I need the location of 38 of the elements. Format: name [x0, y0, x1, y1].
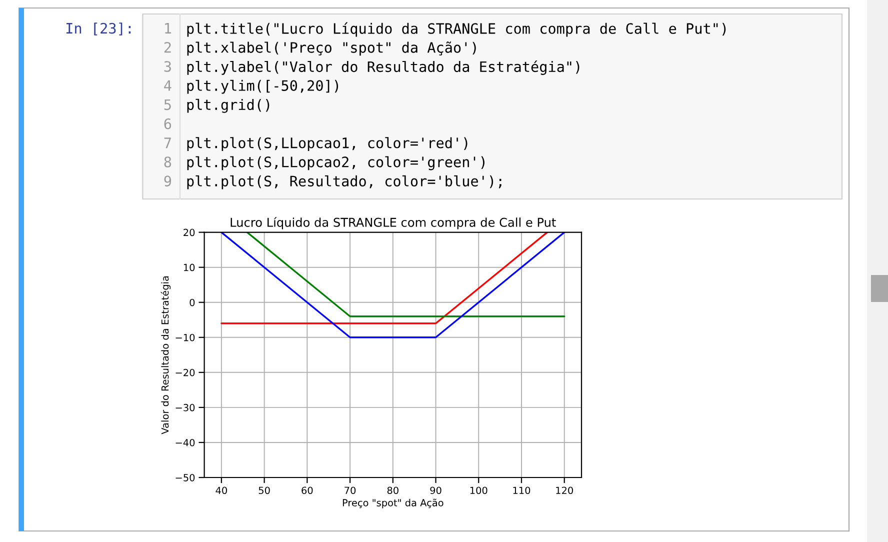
- text: plt.grid(): [187, 98, 270, 113]
- text: plt.ylabel("Valor do Resultado da Estratégia"): [187, 60, 580, 75]
- x-tick-label: 60: [302, 486, 313, 494]
- chart-title: Lucro Líquido da STRANGLE com compra de Call e Put: [230, 217, 556, 230]
- x-tick-label: 70: [344, 486, 356, 494]
- x-tick-label: 100: [470, 486, 488, 494]
- text: 6: [164, 118, 172, 130]
- text: 3: [164, 61, 171, 72]
- x-tick-label: 40: [216, 486, 227, 494]
- x-axis-title: Preço "spot" da Ação: [342, 498, 444, 508]
- x-tick-label: 50: [258, 486, 270, 494]
- text: plt.plot(S,LLopcao2, color='green'): [187, 156, 484, 170]
- text: plt.xlabel('Preço "spot" da Ação'): [187, 42, 476, 56]
- text: 8: [164, 156, 172, 168]
- text: plt.plot(S,LLopcao1, color='red'): [187, 137, 468, 152]
- y-tick-label: −40: [176, 438, 195, 446]
- y-tick-label: −20: [176, 368, 195, 376]
- y-tick-label: 20: [184, 228, 195, 236]
- text: plt.ylim([-50,20]): [187, 80, 338, 94]
- text: 4: [164, 80, 172, 91]
- y-axis-title: Valor do Resultado da Estratégia: [160, 276, 171, 434]
- y-tick-label: −50: [176, 474, 195, 482]
- x-tick-label: 90: [430, 486, 442, 494]
- y-tick-label: −10: [176, 334, 195, 342]
- text: 5: [164, 99, 171, 110]
- text: 2: [164, 42, 171, 53]
- text: 9: [164, 176, 172, 186]
- text: plt.plot(S, Resultado, color='blue');: [187, 175, 502, 190]
- x-tick-label: 120: [556, 486, 573, 494]
- y-tick-label: 0: [190, 298, 195, 306]
- text: 7: [164, 138, 171, 148]
- text: In [23]:: [66, 22, 131, 36]
- text: plt.title("Lucro Líquido da STRANGLE com compra de Call e Put"): [187, 22, 726, 37]
- x-tick-label: 110: [513, 486, 530, 494]
- y-tick-label: −30: [176, 404, 195, 412]
- text: 1: [165, 23, 172, 34]
- y-tick-label: 10: [184, 264, 195, 272]
- x-tick-label: 80: [387, 486, 398, 494]
